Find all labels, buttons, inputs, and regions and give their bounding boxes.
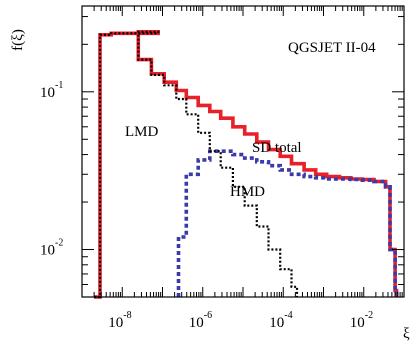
y-axis-label: f(ξ) [10, 29, 26, 51]
annotation-hmd: HMD [230, 184, 265, 200]
series-hmd [176, 149, 399, 297]
x-axis-label: ξ [403, 326, 410, 342]
x-tick-label: 10-8 [108, 310, 131, 331]
x-tick-label: 10-2 [350, 310, 373, 331]
y-tick-label: 10-2 [40, 238, 63, 259]
annotation-lmd: LMD [125, 124, 159, 140]
series-sd-total [94, 30, 399, 299]
ticks-layer: 10-8 10-6 10-4 10-2 10-1 10-2 [40, 6, 405, 331]
x-tick-label: 10-6 [189, 310, 212, 331]
series-lmd [94, 30, 299, 299]
chart-title: QGSJET II-04 [288, 40, 376, 56]
annotation-sd-total: SD total [252, 140, 302, 156]
series-layer [94, 30, 399, 299]
y-tick-label: 10-1 [40, 80, 63, 101]
x-tick-label: 10-4 [269, 310, 292, 331]
